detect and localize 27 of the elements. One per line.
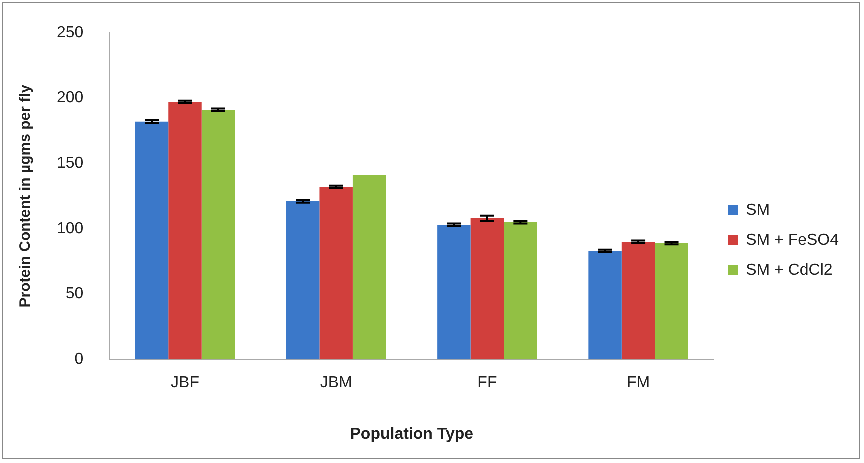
y-tick-label: 250	[56, 24, 84, 42]
y-tick-label: 50	[66, 286, 84, 303]
x-tick-label: JBF	[171, 374, 200, 392]
y-tick-label: 200	[56, 90, 84, 107]
legend-label: SM + FeSO4	[746, 232, 840, 249]
bar	[622, 242, 656, 360]
y-axis-title: Protein Content in µgms per fly	[17, 84, 34, 308]
bar	[588, 251, 622, 360]
y-tick-label: 150	[56, 155, 84, 172]
x-tick-label: JBM	[320, 374, 352, 392]
bar	[470, 218, 504, 360]
legend-label: SM + CdCl2	[746, 262, 833, 279]
bar	[202, 110, 236, 360]
bar	[168, 102, 202, 360]
x-axis-title: Population Type	[350, 426, 474, 443]
x-tick-label: FF	[478, 374, 498, 392]
legend-label: SM	[746, 202, 770, 219]
bar	[438, 225, 471, 360]
y-tick-label: 100	[56, 220, 84, 238]
bar	[504, 222, 538, 360]
bar	[135, 122, 169, 360]
bar	[655, 243, 688, 360]
bar	[352, 175, 386, 360]
bar	[286, 202, 320, 360]
y-tick-label: 0	[74, 351, 84, 368]
x-tick-label: FM	[626, 374, 650, 392]
bar	[320, 187, 353, 360]
